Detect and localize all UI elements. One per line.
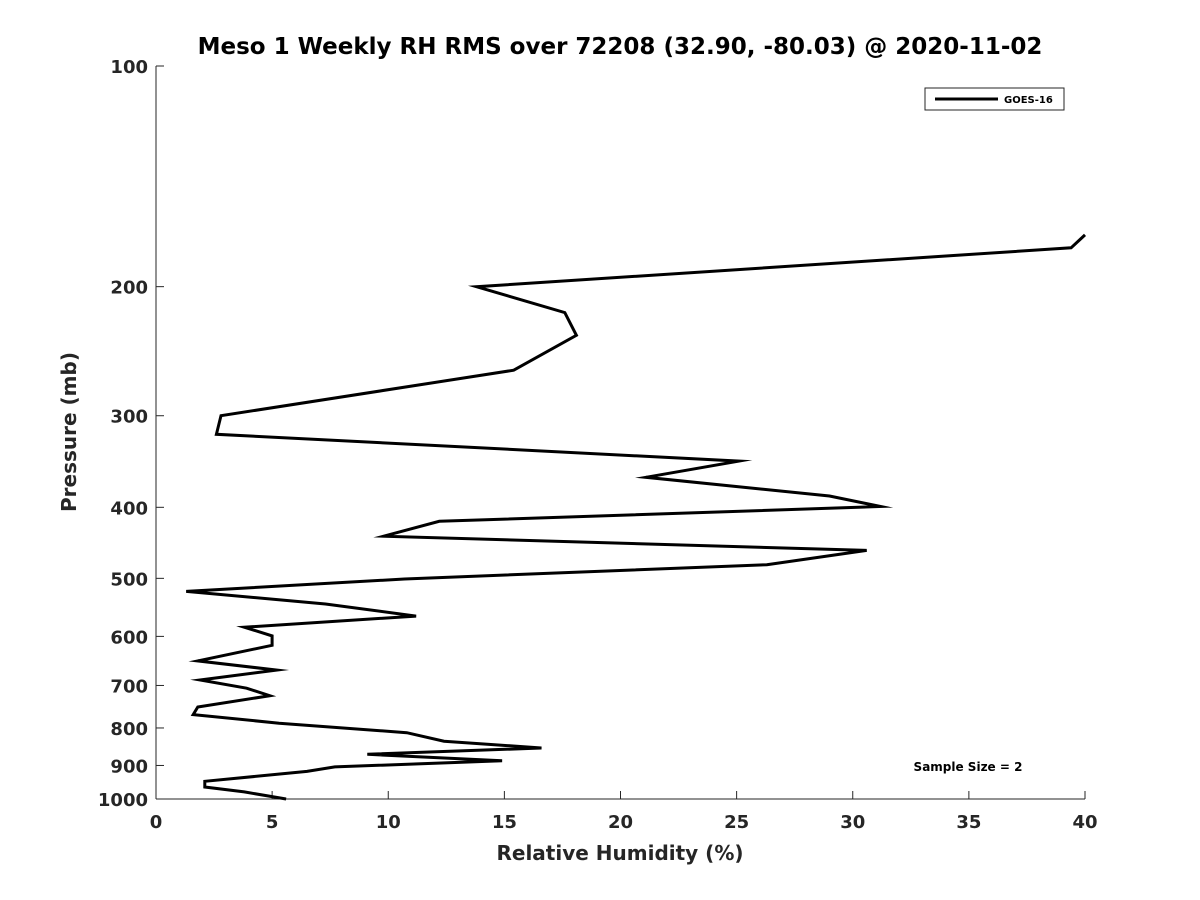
plot-area: [186, 233, 1087, 801]
y-tick-label: 900: [110, 756, 148, 777]
y-tick-label: 300: [110, 407, 148, 428]
x-axis-label: Relative Humidity (%): [496, 841, 743, 865]
y-tick-label: 700: [110, 676, 148, 697]
x-tick-label: 40: [1072, 812, 1097, 833]
y-tick-label: 200: [110, 278, 148, 299]
y-tick-label: 100: [110, 57, 148, 78]
x-tick-label: 10: [376, 812, 401, 833]
legend-label: GOES-16: [1004, 95, 1053, 106]
sample-size-annotation: Sample Size = 2: [914, 760, 1023, 774]
y-tick-label: 400: [110, 498, 148, 519]
y-axis-label: Pressure (mb): [57, 352, 81, 512]
x-tick-label: 5: [266, 812, 279, 833]
y-tick-label: 500: [110, 569, 148, 590]
axes: 0 5 10 15 20 25 30 35 40 100 200 300 400 500 600 700 800…: [98, 57, 1098, 833]
x-tick-label: 0: [150, 812, 163, 833]
x-tick-label: 30: [840, 812, 865, 833]
y-tick-label: 800: [110, 719, 148, 740]
chart-title: Meso 1 Weekly RH RMS over 72208 (32.90, …: [198, 34, 1043, 60]
legend: GOES-16: [924, 87, 1065, 111]
y-tick-label: 1000: [98, 790, 148, 811]
y-tick-label: 600: [110, 627, 148, 648]
x-tick-label: 35: [956, 812, 981, 833]
x-tick-label: 20: [608, 812, 633, 833]
x-tick-label: 25: [724, 812, 749, 833]
series-line-goes-16: [186, 233, 1087, 801]
x-tick-label: 15: [492, 812, 517, 833]
